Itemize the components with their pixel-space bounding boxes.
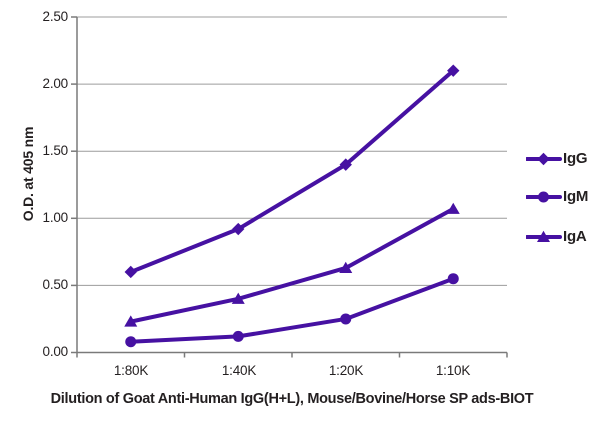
y-tick-label: 0.50 [42, 277, 69, 292]
y-tick-label: 1.50 [42, 143, 69, 158]
x-tick-label: 1:20K [328, 363, 364, 378]
legend-label: IgM [563, 188, 589, 205]
circle-marker-icon [526, 191, 562, 203]
legend-item-iga: IgA [526, 229, 587, 245]
y-axis-title: O.D. at 405 nm [20, 126, 36, 222]
x-tick-label: 1:10K [435, 363, 471, 378]
legend-label: IgA [563, 228, 587, 245]
y-tick-label: 2.00 [42, 76, 69, 91]
x-tick-label: 1:80K [113, 363, 149, 378]
legend-item-igg: IgG [526, 150, 588, 167]
x-tick-label: 1:40K [221, 363, 257, 378]
triangle-marker-icon [526, 230, 562, 242]
y-tick-label: 0.00 [42, 344, 69, 359]
x-axis-title: Dilution of Goat Anti-Human IgG(H+L), Mo… [50, 391, 534, 407]
y-tick-label: 2.50 [42, 9, 69, 24]
legend-item-igm: IgM [526, 189, 588, 205]
legend-label: IgG [563, 150, 588, 167]
diamond-marker-icon [526, 152, 562, 166]
y-tick-label: 1.00 [42, 210, 69, 225]
